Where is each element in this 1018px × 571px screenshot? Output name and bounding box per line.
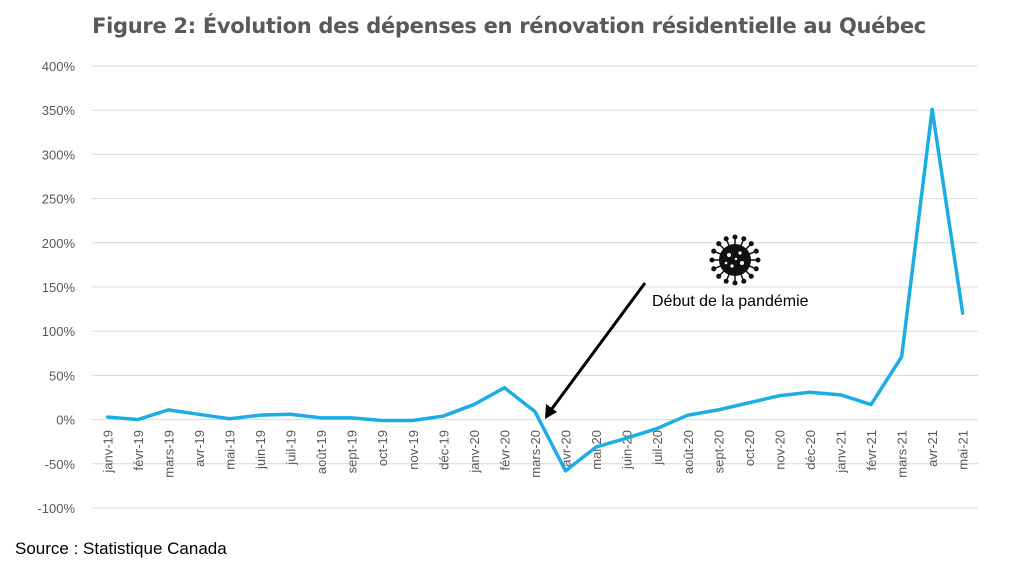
- x-axis-ticks: janv-19 févr-19 mars-19 avr-19 mai-19 juin-19…: [100, 430, 970, 478]
- data-point: [227, 417, 231, 421]
- data-point: [411, 418, 415, 422]
- x-tick-label: sept-19: [345, 430, 360, 473]
- data-point: [136, 418, 140, 422]
- x-tick-label: oct-19: [375, 430, 390, 466]
- x-tick-label: avr-20: [559, 430, 574, 467]
- virus-spike-tip: [711, 248, 717, 254]
- data-point: [808, 390, 812, 394]
- data-point: [380, 418, 384, 422]
- data-point: [777, 394, 781, 398]
- data-point: [441, 414, 445, 418]
- x-tick-label: juin-19: [253, 430, 268, 470]
- virus-spike-tip: [741, 236, 747, 242]
- virus-spike-tip: [755, 257, 761, 263]
- x-tick-label: mars-19: [161, 430, 176, 478]
- virus-spike-tip: [723, 236, 729, 242]
- y-tick-label: -100%: [37, 501, 75, 516]
- virus-spike-tip: [709, 257, 715, 263]
- data-point: [289, 412, 293, 416]
- data-point: [930, 107, 934, 111]
- x-tick-label: déc-20: [803, 430, 818, 470]
- virus-spike-tip: [732, 234, 738, 240]
- series-line: [107, 107, 965, 473]
- x-tick-label: janv-21: [834, 430, 849, 474]
- y-tick-label: 0%: [56, 413, 75, 428]
- y-tick-label: -50%: [45, 457, 76, 472]
- data-point: [716, 408, 720, 412]
- virus-icon: [709, 234, 761, 286]
- data-point: [655, 426, 659, 430]
- x-tick-label: févr-19: [131, 430, 146, 470]
- x-tick-label: mars-20: [528, 430, 543, 478]
- data-point: [350, 416, 354, 420]
- y-axis-ticks: -100% -50% 0% 50% 100% 150% 200% 250% 300% 350% 40…: [37, 59, 75, 516]
- virus-spike-tip: [716, 241, 722, 247]
- x-tick-label: mai-19: [222, 430, 237, 470]
- x-tick-label: nov-19: [406, 430, 421, 470]
- y-tick-label: 50%: [49, 368, 75, 383]
- data-point: [319, 416, 323, 420]
- y-tick-label: 350%: [42, 103, 76, 118]
- chart-title: Figure 2: Évolution des dépenses en réno…: [92, 14, 926, 38]
- data-point: [258, 413, 262, 417]
- x-tick-label: nov-20: [772, 430, 787, 470]
- annotation-arrow: [549, 282, 647, 411]
- virus-spike-tip: [753, 266, 759, 272]
- x-tick-label: déc-19: [436, 430, 451, 470]
- gridlines: [92, 65, 978, 509]
- x-tick-label: janv-20: [467, 430, 482, 474]
- x-tick-label: août-20: [681, 430, 696, 474]
- data-point: [961, 312, 965, 316]
- y-tick-label: 100%: [42, 324, 76, 339]
- virus-spike-tip: [711, 266, 717, 272]
- x-tick-label: mai-21: [956, 430, 971, 470]
- annotation: Début de la pandémie: [545, 234, 809, 419]
- y-tick-label: 150%: [42, 280, 76, 295]
- x-tick-label: août-19: [314, 430, 329, 474]
- source-note: Source : Statistique Canada: [15, 539, 227, 558]
- y-tick-label: 200%: [42, 236, 76, 251]
- virus-spike-tip: [748, 273, 754, 279]
- x-tick-label: avr-21: [925, 430, 940, 467]
- x-tick-label: mai-20: [589, 430, 604, 470]
- y-tick-label: 250%: [42, 192, 76, 207]
- y-tick-label: 300%: [42, 147, 76, 162]
- x-tick-label: mars-21: [895, 430, 910, 478]
- virus-spike-tip: [748, 241, 754, 247]
- y-tick-label: 400%: [42, 59, 76, 74]
- x-tick-label: juil-20: [650, 430, 665, 466]
- virus-spike-tip: [723, 278, 729, 284]
- data-point: [197, 412, 201, 416]
- virus-spike-tip: [732, 280, 738, 286]
- data-point: [900, 355, 904, 359]
- data-point: [747, 401, 751, 405]
- x-tick-label: févr-20: [497, 430, 512, 470]
- data-point: [564, 469, 568, 473]
- x-tick-label: févr-21: [864, 430, 879, 470]
- annotation-label: Début de la pandémie: [652, 293, 809, 310]
- x-tick-label: juil-19: [284, 430, 299, 466]
- data-point: [105, 415, 109, 419]
- data-point: [839, 393, 843, 397]
- data-point: [166, 408, 170, 412]
- x-tick-label: sept-20: [711, 430, 726, 473]
- data-point: [625, 436, 629, 440]
- arrow-head-icon: [545, 404, 557, 419]
- x-tick-label: avr-19: [192, 430, 207, 467]
- data-point: [594, 445, 598, 449]
- virus-spike-tip: [716, 273, 722, 279]
- virus-spike-tip: [741, 278, 747, 284]
- data-point: [869, 403, 873, 407]
- data-point: [533, 410, 537, 414]
- x-tick-label: oct-20: [742, 430, 757, 466]
- data-point: [686, 413, 690, 417]
- virus-spike-tip: [753, 248, 759, 254]
- x-tick-label: janv-19: [100, 430, 115, 474]
- series-layer: [105, 107, 965, 473]
- data-point: [502, 386, 506, 390]
- data-point: [472, 403, 476, 407]
